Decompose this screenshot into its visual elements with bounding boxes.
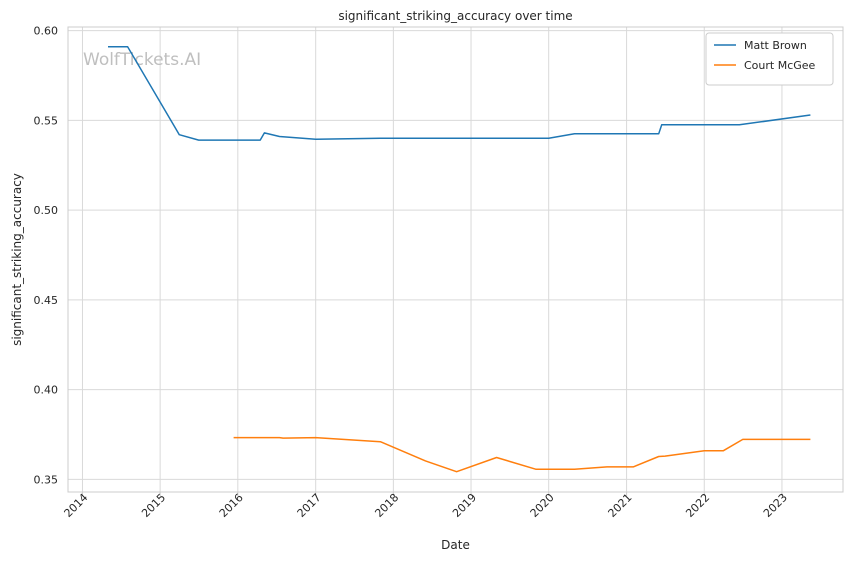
grid [68, 27, 843, 492]
series-line-1 [233, 436, 811, 473]
legend: Matt Brown Court McGee [705, 32, 834, 86]
y-tick-label: 0.35 [34, 473, 59, 486]
watermark-text: WolfTickets.AI [83, 50, 201, 70]
series-lines [108, 45, 811, 473]
legend-label-1: Court McGee [744, 59, 816, 72]
y-tick-label: 0.50 [34, 204, 59, 217]
y-axis-label: significant_striking_accuracy [10, 173, 24, 346]
plot-frame [67, 26, 844, 493]
chart-title: significant_striking_accuracy over time [338, 9, 572, 23]
y-tick-labels: 0.35 0.40 0.45 0.50 0.55 0.60 [34, 25, 59, 487]
y-tick-label: 0.40 [34, 384, 59, 397]
x-axis-label: Date [441, 538, 470, 552]
y-tick-label: 0.45 [34, 294, 59, 307]
y-tick-label: 0.55 [34, 114, 59, 127]
legend-label-0: Matt Brown [744, 39, 807, 52]
series-line-0 [108, 45, 811, 141]
y-tick-label: 0.60 [34, 25, 59, 38]
legend-box [705, 32, 834, 86]
